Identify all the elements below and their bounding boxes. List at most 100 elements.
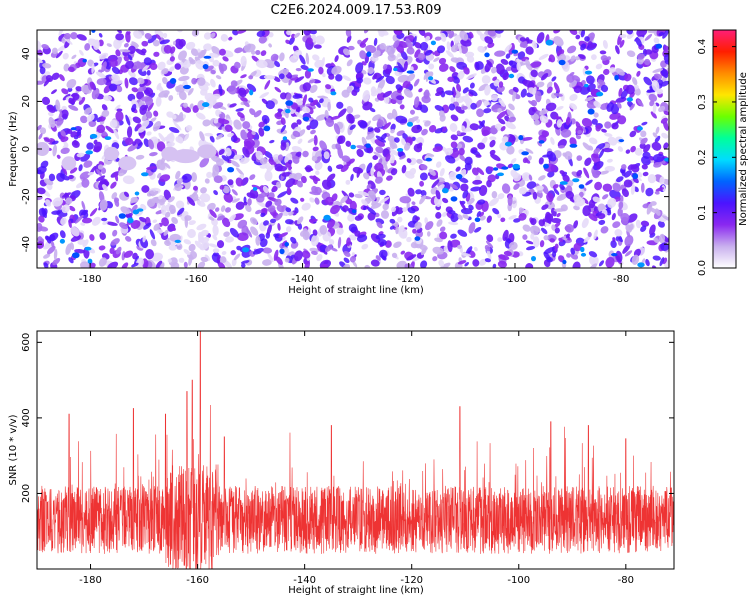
heatmap-cell — [137, 85, 147, 93]
colorbar-ticks: 0.0 0.1 0.2 0.3 0.4 — [697, 39, 736, 276]
heatmap-cell — [464, 156, 473, 166]
heatmap-cell — [142, 235, 147, 243]
heatmap-cell — [513, 218, 521, 223]
heatmap-cell — [192, 105, 199, 113]
heatmap-cell — [648, 93, 658, 102]
heatmap-cell — [89, 208, 98, 217]
heatmap-cell — [530, 233, 535, 240]
heatmap-cell — [441, 104, 450, 114]
heatmap-cell — [508, 103, 515, 111]
heatmap-cell — [141, 185, 150, 193]
heatmap-cell — [140, 134, 145, 139]
heatmap-cell — [616, 176, 624, 183]
heatmap-cell — [198, 49, 207, 59]
heatmap-cell — [478, 120, 485, 130]
heatmap-cell — [565, 190, 575, 200]
heatmap-cell — [84, 246, 92, 251]
snr-frame — [36, 330, 675, 570]
heatmap-cell — [171, 216, 178, 225]
heatmap-cell — [343, 257, 350, 264]
heatmap-cell — [636, 70, 641, 77]
heatmap-cell — [359, 50, 367, 60]
heatmap-cell — [458, 148, 465, 156]
heatmap-cell — [311, 155, 318, 162]
heatmap-cell — [96, 168, 102, 177]
heatmap-cell — [477, 142, 486, 150]
heatmap-cell — [356, 148, 364, 158]
heatmap-cell — [612, 221, 621, 228]
heatmap-cell — [218, 119, 230, 125]
heatmap-cell — [492, 263, 497, 268]
heatmap-cell — [577, 129, 582, 135]
heatmap-cell — [307, 138, 315, 143]
snr-x-tick-label: -160 — [186, 575, 209, 586]
heatmap-cell — [635, 37, 642, 47]
heatmap-cell — [434, 105, 444, 112]
heatmap-cell — [224, 124, 233, 132]
heatmap-cell — [663, 142, 669, 150]
heatmap-cell — [520, 41, 528, 49]
heatmap-cell — [135, 257, 144, 268]
heatmap-cell — [423, 89, 430, 100]
heatmap-cell — [447, 240, 453, 253]
heatmap-cell — [191, 30, 200, 37]
heatmap-cell — [651, 79, 660, 92]
heatmap-x-tick-label: -120 — [397, 274, 420, 285]
heatmap-cell — [183, 84, 191, 90]
heatmap-cell — [430, 40, 436, 46]
heatmap-cell — [450, 134, 458, 141]
heatmap-cell — [655, 187, 664, 192]
heatmap-cell — [315, 35, 325, 45]
heatmap-cell — [560, 129, 572, 138]
heatmap-cell — [596, 91, 604, 97]
heatmap-cell — [296, 119, 302, 125]
heatmap-cell — [115, 85, 123, 93]
heatmap-cell — [232, 30, 239, 36]
heatmap-cell — [101, 184, 108, 191]
heatmap-cell — [553, 221, 561, 229]
heatmap-cell — [502, 229, 509, 242]
heatmap-cell — [259, 92, 270, 99]
heatmap-cell — [434, 127, 444, 134]
heatmap-cell — [469, 123, 480, 131]
heatmap-cell — [311, 185, 319, 194]
heatmap-cell — [83, 160, 93, 168]
heatmap-cell — [402, 207, 408, 213]
heatmap-cell — [53, 248, 58, 261]
heatmap-cell — [156, 141, 166, 152]
heatmap-cell — [160, 204, 167, 216]
heatmap-cell — [418, 30, 426, 37]
heatmap-cell — [309, 197, 315, 203]
colorbar-label: Normalized spectral amplitude — [738, 72, 749, 226]
heatmap-cell — [175, 136, 184, 143]
heatmap-cell — [235, 177, 243, 187]
heatmap-cell — [355, 62, 364, 74]
heatmap-cell — [170, 208, 176, 215]
heatmap-cell — [570, 247, 576, 255]
heatmap-cell — [652, 132, 658, 138]
heatmap-cell — [457, 152, 466, 162]
heatmap-cell — [661, 132, 669, 139]
heatmap-cell — [586, 75, 595, 85]
heatmap-cell — [593, 229, 598, 240]
heatmap-cell — [375, 233, 386, 240]
heatmap-cell — [158, 195, 163, 200]
heatmap-cell — [522, 224, 531, 232]
heatmap-cell — [459, 30, 469, 41]
heatmap-cell — [264, 79, 271, 90]
heatmap-cell — [426, 153, 435, 157]
heatmap-cell — [146, 131, 152, 136]
heatmap-cell — [152, 120, 161, 132]
heatmap-cell — [550, 137, 555, 145]
heatmap-cell — [623, 179, 633, 188]
heatmap-cell — [208, 243, 218, 248]
heatmap-cell — [233, 119, 242, 130]
colorbar-tick-label: 0.0 — [697, 260, 708, 276]
heatmap-cell — [274, 86, 282, 93]
heatmap-cell — [632, 77, 638, 86]
heatmap-cell — [493, 167, 499, 171]
heatmap-cell — [97, 164, 104, 170]
heatmap-cell — [537, 141, 542, 147]
heatmap-cell — [356, 77, 363, 84]
heatmap-cell — [653, 73, 663, 80]
